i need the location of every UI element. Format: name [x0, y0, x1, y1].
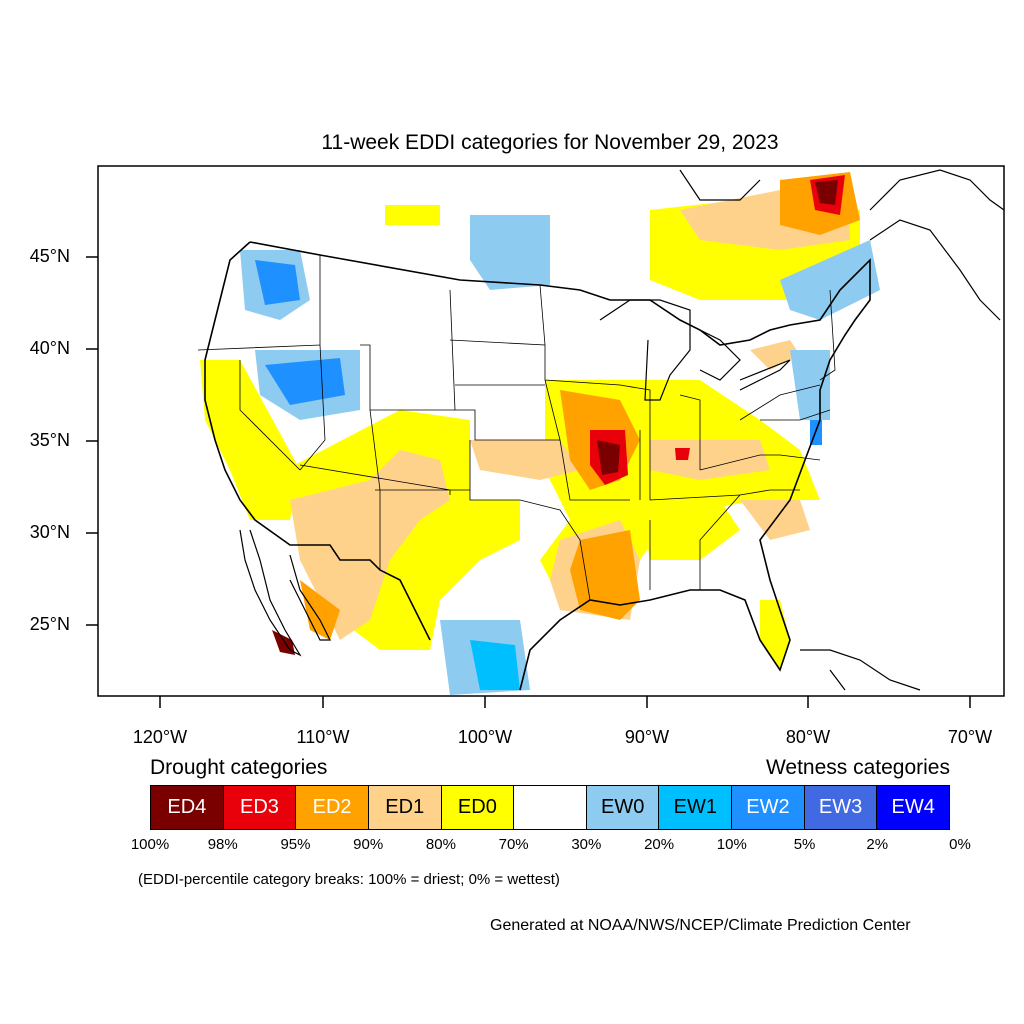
credit-line: Generated at NOAA/NWS/NCEP/Climate Predi…: [490, 917, 911, 934]
lon-label-90w: 90°W: [624, 727, 670, 747]
lon-label-80w: 80°W: [785, 727, 831, 747]
map-title: 11-week EDDI categories for November 29,…: [321, 131, 779, 154]
percent-break-label: 30%: [571, 836, 602, 853]
percent-break-label: 98%: [207, 836, 238, 853]
state-lines: [197, 255, 836, 601]
percent-break-label: 70%: [498, 836, 529, 853]
legend-cell-ew3: EW3: [804, 786, 878, 829]
lat-label-45: 45°N: [29, 246, 70, 266]
us-outline: [204, 241, 871, 691]
lon-label-100w: 100°W: [457, 727, 513, 747]
legend-cell-ew0: EW0: [586, 786, 660, 829]
legend-cell-ed4: ED4: [151, 786, 224, 829]
percent-break-label: 100%: [130, 836, 170, 853]
lon-label-70w: 70°W: [947, 727, 993, 747]
percent-break-label: 5%: [793, 836, 816, 853]
percent-break-label: 20%: [644, 836, 675, 853]
axis-ticks: [86, 256, 971, 708]
lat-label-35: 35°N: [29, 430, 70, 450]
legend-cell-ed0: ED0: [441, 786, 515, 829]
percent-break-label: 90%: [353, 836, 384, 853]
lon-label-120w: 120°W: [132, 727, 188, 747]
lon-label-110w: 110°W: [296, 727, 350, 747]
legend-cell-ew1: EW1: [659, 786, 733, 829]
canada-coast: [869, 169, 1004, 321]
lat-label-30: 30°N: [29, 522, 70, 542]
legend-cell-ew4: EW4: [877, 786, 950, 829]
legend-cell-ed3: ED3: [223, 786, 297, 829]
lat-label-25: 25°N: [29, 614, 70, 634]
category-break-note: (EDDI-percentile category breaks: 100% =…: [138, 871, 560, 888]
legend-cell-ed2: ED2: [296, 786, 369, 829]
map-boundaries: [197, 169, 1004, 691]
lake-superior-north: [679, 169, 761, 201]
map-frame: [97, 165, 1005, 697]
caribbean-islands: [800, 649, 921, 691]
percent-break-label: 80%: [425, 836, 456, 853]
drought-categories-title: Drought categories: [150, 756, 328, 779]
percent-break-label: 2%: [866, 836, 889, 853]
category-legend-bar: ED4 ED3 ED2 ED1 ED0 EW0 EW1 EW2 EW3 EW4: [150, 785, 950, 830]
lat-label-40: 40°N: [29, 338, 70, 358]
ed3-ed4-areas: [272, 175, 845, 655]
wetness-categories-title: Wetness categories: [765, 756, 950, 779]
mexico-coast: [239, 529, 331, 657]
wetness-areas: [240, 215, 880, 695]
percent-break-label: 95%: [280, 836, 311, 853]
legend-cell-normal: [514, 786, 587, 829]
legend-cell-ed1: ED1: [368, 786, 442, 829]
percent-break-label: 10%: [716, 836, 747, 853]
percent-break-label: 0%: [949, 836, 971, 853]
map-field: [200, 172, 880, 695]
legend-cell-ew2: EW2: [732, 786, 805, 829]
